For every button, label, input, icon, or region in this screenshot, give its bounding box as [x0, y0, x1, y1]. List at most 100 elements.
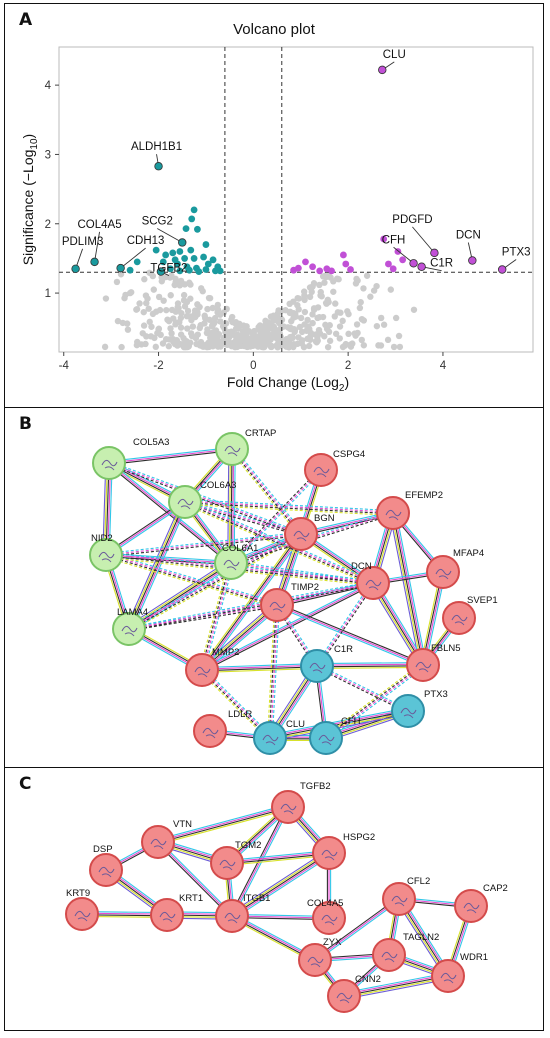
ns-point: [177, 324, 185, 331]
labeled-point: [468, 256, 477, 265]
ns-point: [316, 281, 323, 289]
protein-structure-icon: [400, 707, 417, 719]
y-tick-label: 1: [45, 288, 51, 300]
interaction-edge-dashed: [268, 604, 277, 738]
up-point: [309, 263, 316, 271]
down-point: [133, 258, 141, 266]
ns-point: [336, 335, 343, 342]
node-label: CAP2: [483, 883, 508, 894]
protein-node-circle: [284, 517, 318, 551]
interaction-edge: [315, 899, 401, 962]
ns-point: [114, 317, 122, 325]
protein-structure-icon: [321, 914, 338, 926]
node-label: NID2: [91, 533, 113, 544]
interaction-edge: [126, 559, 230, 627]
label-leader: [120, 247, 146, 269]
protein-structure-icon: [194, 666, 211, 678]
interaction-edge: [317, 666, 424, 669]
ns-point: [313, 339, 320, 346]
protein-node-circle: [260, 588, 294, 622]
ns-point: [291, 327, 299, 334]
panel-label-a: A: [19, 10, 33, 30]
label-leader: [412, 226, 435, 254]
protein-node-circle: [426, 555, 460, 589]
interaction-edge-dashed: [325, 663, 423, 738]
interaction-edge: [269, 707, 408, 736]
y-axis-label: Significance (−Log10): [20, 134, 40, 265]
interaction-edge-dashed: [229, 450, 300, 536]
interaction-edge-dashed: [106, 535, 302, 558]
up-point: [399, 256, 407, 264]
ns-point: [324, 343, 332, 351]
protein-node: [431, 959, 465, 993]
ns-point: [139, 330, 146, 337]
ns-point: [159, 340, 167, 347]
ns-point: [307, 329, 314, 337]
node-label: CFL2: [407, 876, 430, 887]
node-label: DCN: [351, 561, 372, 572]
ns-point: [140, 308, 147, 316]
up-point: [347, 266, 354, 273]
interaction-edge: [226, 850, 329, 862]
ns-point: [342, 340, 349, 348]
up-point: [294, 264, 302, 272]
down-point: [181, 255, 189, 262]
ns-point: [180, 291, 188, 299]
panel-label-b: B: [19, 414, 32, 434]
protein-node-circle: [215, 432, 249, 466]
ns-point: [146, 318, 153, 326]
interaction-edge-dashed: [326, 665, 424, 740]
protein-structure-icon: [309, 662, 326, 674]
ns-point: [180, 335, 187, 342]
panel-a: A Volcano plot CLU ALDH1B1 SCG2 COL4A5 PDLIM3…: [4, 3, 544, 408]
interaction-edge: [157, 841, 233, 917]
ns-point: [354, 277, 361, 284]
interaction-edge: [109, 450, 233, 466]
interaction-edge-dashed: [129, 584, 374, 632]
interaction-edge-dashed: [129, 534, 302, 631]
x-tick-label: -2: [153, 360, 163, 372]
protein-node: [89, 853, 123, 887]
label-leader: [94, 231, 100, 262]
ns-point: [145, 305, 152, 312]
protein-structure-icon: [321, 849, 338, 861]
interaction-edge: [127, 501, 185, 629]
interaction-edge: [270, 712, 409, 741]
ns-point: [207, 334, 214, 341]
interaction-edge: [227, 853, 330, 865]
ns-point: [167, 292, 174, 299]
interaction-edge-dashed: [230, 449, 301, 535]
ns-point: [197, 322, 204, 329]
down-point: [195, 268, 203, 275]
ns-point: [310, 305, 318, 312]
ns-point: [152, 343, 159, 351]
protein-node: [298, 943, 332, 977]
ns-point: [142, 292, 150, 299]
ns-point: [384, 336, 392, 344]
down-point: [185, 266, 193, 274]
point-label: CFH: [382, 234, 406, 246]
protein-structure-icon: [293, 530, 310, 542]
interaction-edge: [232, 449, 235, 564]
labeled-point: [154, 162, 163, 171]
protein-node-circle: [442, 601, 476, 635]
protein-node-circle: [454, 889, 488, 923]
down-point: [190, 255, 198, 262]
node-label: DSP: [93, 844, 113, 855]
y-axis-label-sub: 10: [29, 138, 40, 150]
interaction-edge: [390, 513, 422, 666]
interaction-edge: [343, 973, 448, 995]
ns-point: [294, 301, 301, 309]
protein-structure-icon: [159, 911, 176, 923]
point-label: C1R: [430, 258, 453, 270]
down-point: [202, 241, 210, 248]
x-axis-label: Fold Change (Log2): [227, 374, 349, 394]
network-b: COL5A3 CRTAP COL6A3 NID2 COL6A1 LAMA4 CSPG4 BGN…: [89, 428, 498, 755]
network-c-nodes: TGFB2 DSP VTN TGM2 HSPG2 KRT9 KRT1 ITGB1 COL4A5 C…: [65, 781, 508, 1013]
node-label: EFEMP2: [405, 490, 443, 501]
ns-point: [290, 314, 297, 321]
node-label: KRT1: [179, 893, 203, 904]
protein-node-circle: [304, 453, 338, 487]
ns-point: [297, 314, 305, 322]
protein-node: [284, 517, 318, 551]
